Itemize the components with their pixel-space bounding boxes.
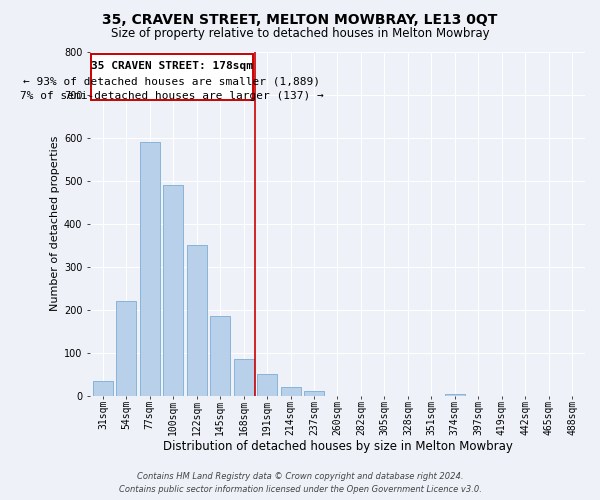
Bar <box>163 185 183 396</box>
Bar <box>140 142 160 396</box>
Bar <box>233 360 254 396</box>
Bar <box>210 316 230 396</box>
Bar <box>116 301 136 396</box>
FancyBboxPatch shape <box>91 54 253 100</box>
Bar <box>93 381 113 396</box>
X-axis label: Distribution of detached houses by size in Melton Mowbray: Distribution of detached houses by size … <box>163 440 512 452</box>
Text: 35, CRAVEN STREET, MELTON MOWBRAY, LE13 0QT: 35, CRAVEN STREET, MELTON MOWBRAY, LE13 … <box>103 12 497 26</box>
Text: ← 93% of detached houses are smaller (1,889): ← 93% of detached houses are smaller (1,… <box>23 76 320 86</box>
Bar <box>187 245 206 396</box>
Text: Size of property relative to detached houses in Melton Mowbray: Size of property relative to detached ho… <box>110 28 490 40</box>
Text: 35 CRAVEN STREET: 178sqm: 35 CRAVEN STREET: 178sqm <box>91 62 253 72</box>
Text: 7% of semi-detached houses are larger (137) →: 7% of semi-detached houses are larger (1… <box>20 90 324 101</box>
Bar <box>445 394 465 396</box>
Bar <box>257 374 277 396</box>
Bar <box>281 388 301 396</box>
Text: Contains HM Land Registry data © Crown copyright and database right 2024.
Contai: Contains HM Land Registry data © Crown c… <box>119 472 481 494</box>
Bar <box>304 391 324 396</box>
Y-axis label: Number of detached properties: Number of detached properties <box>50 136 59 312</box>
